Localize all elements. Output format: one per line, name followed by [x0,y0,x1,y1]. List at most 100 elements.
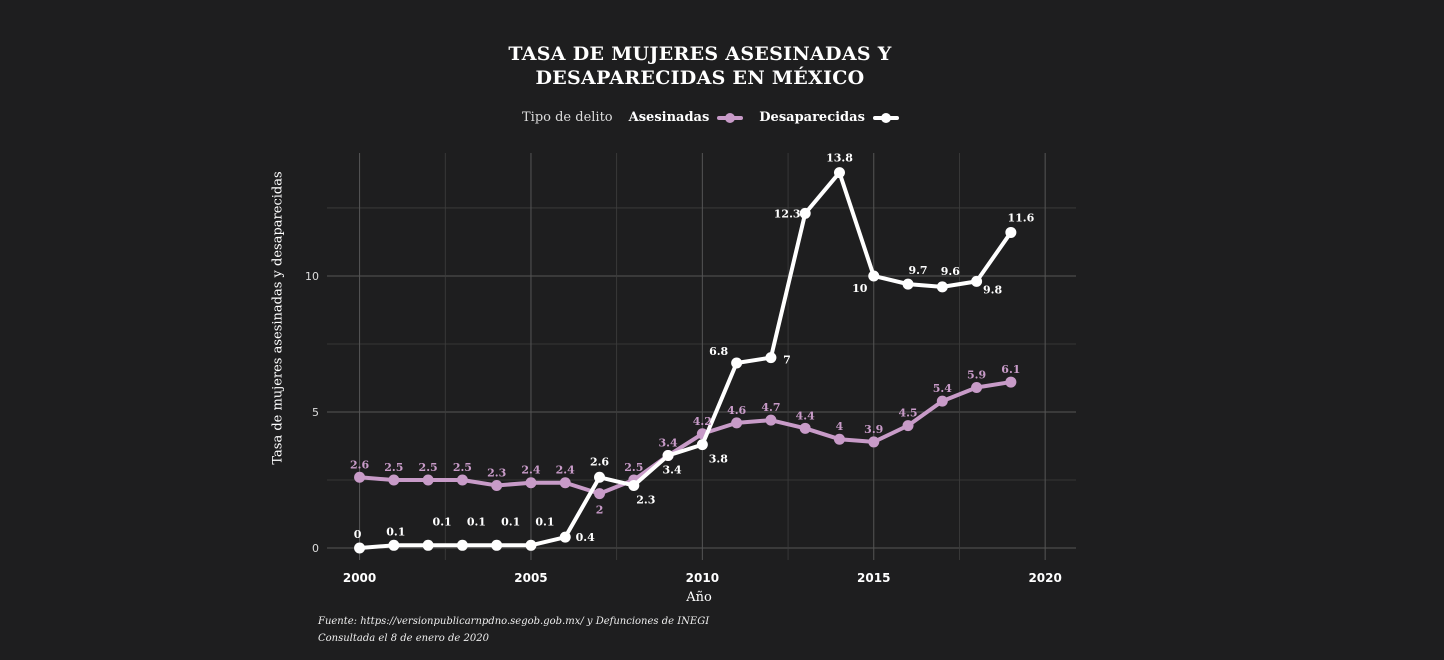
data-point-asesinadas [799,422,811,434]
data-label-asesinadas: 2.5 [624,461,643,474]
data-label-asesinadas: 4.4 [796,409,815,422]
footer-consulted: Consultada el 8 de enero de 2020 [318,633,489,644]
data-label-desaparecidas: 9.7 [908,264,927,277]
data-point-asesinadas [731,417,743,429]
data-point-desaparecidas [594,471,606,483]
data-label-desaparecidas: 3.4 [663,464,682,477]
data-point-desaparecidas [456,539,468,551]
data-point-asesinadas [422,474,434,486]
data-point-asesinadas [491,479,503,491]
data-label-desaparecidas: 0.1 [433,515,452,528]
legend-key-asesinadas [717,112,744,123]
data-point-desaparecidas [662,450,674,462]
data-point-desaparecidas [422,539,434,551]
data-point-asesinadas [902,420,914,432]
data-point-desaparecidas [696,439,708,451]
y-tick-label: 5 [312,406,319,419]
y-tick-label: 10 [305,270,319,283]
footer-source: Fuente: https://versionpublicarnpdno.seg… [318,616,710,627]
data-point-asesinadas [594,488,606,500]
data-label-asesinadas: 4.5 [898,407,917,420]
x-tick-label: 2020 [1028,571,1061,585]
data-label-asesinadas: 2 [596,504,604,517]
data-point-desaparecidas [388,539,400,551]
data-label-asesinadas: 3.9 [864,423,883,436]
data-point-desaparecidas [491,539,503,551]
data-point-asesinadas [456,474,468,486]
data-label-asesinadas: 4 [836,420,844,433]
data-point-desaparecidas [731,357,743,369]
data-point-asesinadas [765,414,777,426]
data-label-desaparecidas: 13.8 [826,152,853,165]
data-label-desaparecidas: 9.8 [983,283,1002,296]
data-label-asesinadas: 2.5 [419,461,438,474]
data-label-asesinadas: 5.4 [933,382,952,395]
data-label-asesinadas: 4.6 [727,404,746,417]
data-point-desaparecidas [868,270,880,282]
data-point-desaparecidas [354,542,366,554]
data-label-desaparecidas: 0.1 [535,515,554,528]
x-tick-label: 2000 [343,571,376,585]
data-point-desaparecidas [902,278,914,290]
chart-title: TASA DE MUJERES ASESINADAS Y DESAPARECID… [0,42,1400,90]
data-point-asesinadas [936,395,948,407]
data-point-desaparecidas [559,531,571,543]
data-label-desaparecidas: 9.6 [941,265,960,278]
legend-item-asesinadas: Asesinadas [629,110,744,125]
y-tick-label: 0 [312,542,319,555]
data-label-desaparecidas: 3.8 [709,453,728,466]
data-point-desaparecidas [525,539,537,551]
data-point-desaparecidas [628,479,640,491]
data-label-desaparecidas: 6.8 [709,345,728,358]
data-label-asesinadas: 2.5 [384,461,403,474]
x-tick-label: 2010 [686,571,719,585]
x-tick-label: 2005 [514,571,547,585]
data-label-desaparecidas: 0.4 [576,531,595,544]
data-label-asesinadas: 2.6 [350,458,369,471]
data-point-desaparecidas [1005,226,1017,238]
data-label-asesinadas: 2.3 [487,466,506,479]
data-label-desaparecidas: 0.1 [467,515,486,528]
legend: Tipo de delito Asesinadas Desaparecidas [522,110,915,125]
data-label-desaparecidas: 10 [852,282,868,295]
data-label-desaparecidas: 12.3 [774,207,801,220]
data-point-asesinadas [868,436,880,448]
legend-key-desaparecidas [872,112,899,123]
data-label-asesinadas: 4.7 [761,401,780,414]
title-line-1: TASA DE MUJERES ASESINADAS Y [508,43,892,65]
data-label-desaparecidas: 7 [783,354,791,367]
legend-label-asesinadas: Asesinadas [628,110,710,125]
legend-label-desaparecidas: Desaparecidas [759,110,865,125]
data-label-desaparecidas: 0 [354,528,362,541]
data-label-asesinadas: 4.2 [693,415,712,428]
data-point-asesinadas [354,471,366,483]
data-point-asesinadas [559,477,571,489]
data-label-desaparecidas: 11.6 [1007,211,1034,224]
legend-item-desaparecidas: Desaparecidas [759,110,899,125]
y-axis-label: Tasa de mujeres asesinadas y desaparecid… [270,171,286,465]
data-point-asesinadas [525,477,537,489]
title-line-2: DESAPARECIDAS EN MÉXICO [535,67,865,89]
data-point-desaparecidas [799,207,811,219]
data-label-asesinadas: 6.1 [1001,363,1020,376]
legend-title: Tipo de delito [522,110,613,125]
x-tick-label: 2015 [857,571,890,585]
data-point-desaparecidas [971,275,983,287]
data-point-asesinadas [833,433,845,445]
data-label-asesinadas: 2.4 [521,464,540,477]
data-label-desaparecidas: 0.1 [501,515,520,528]
data-label-desaparecidas: 0.1 [386,525,405,538]
series-line-asesinadas [359,380,1012,496]
data-point-asesinadas [1005,376,1017,388]
data-label-asesinadas: 3.4 [659,437,678,450]
x-axis-label: Año [686,590,712,605]
data-point-desaparecidas [765,352,777,364]
data-point-desaparecidas [936,281,948,293]
series-line-desaparecidas [359,170,1013,551]
data-label-asesinadas: 2.4 [556,464,575,477]
data-label-asesinadas: 5.9 [967,369,986,382]
data-label-asesinadas: 2.5 [453,461,472,474]
data-label-desaparecidas: 2.6 [590,455,609,468]
data-label-desaparecidas: 2.3 [636,493,655,506]
